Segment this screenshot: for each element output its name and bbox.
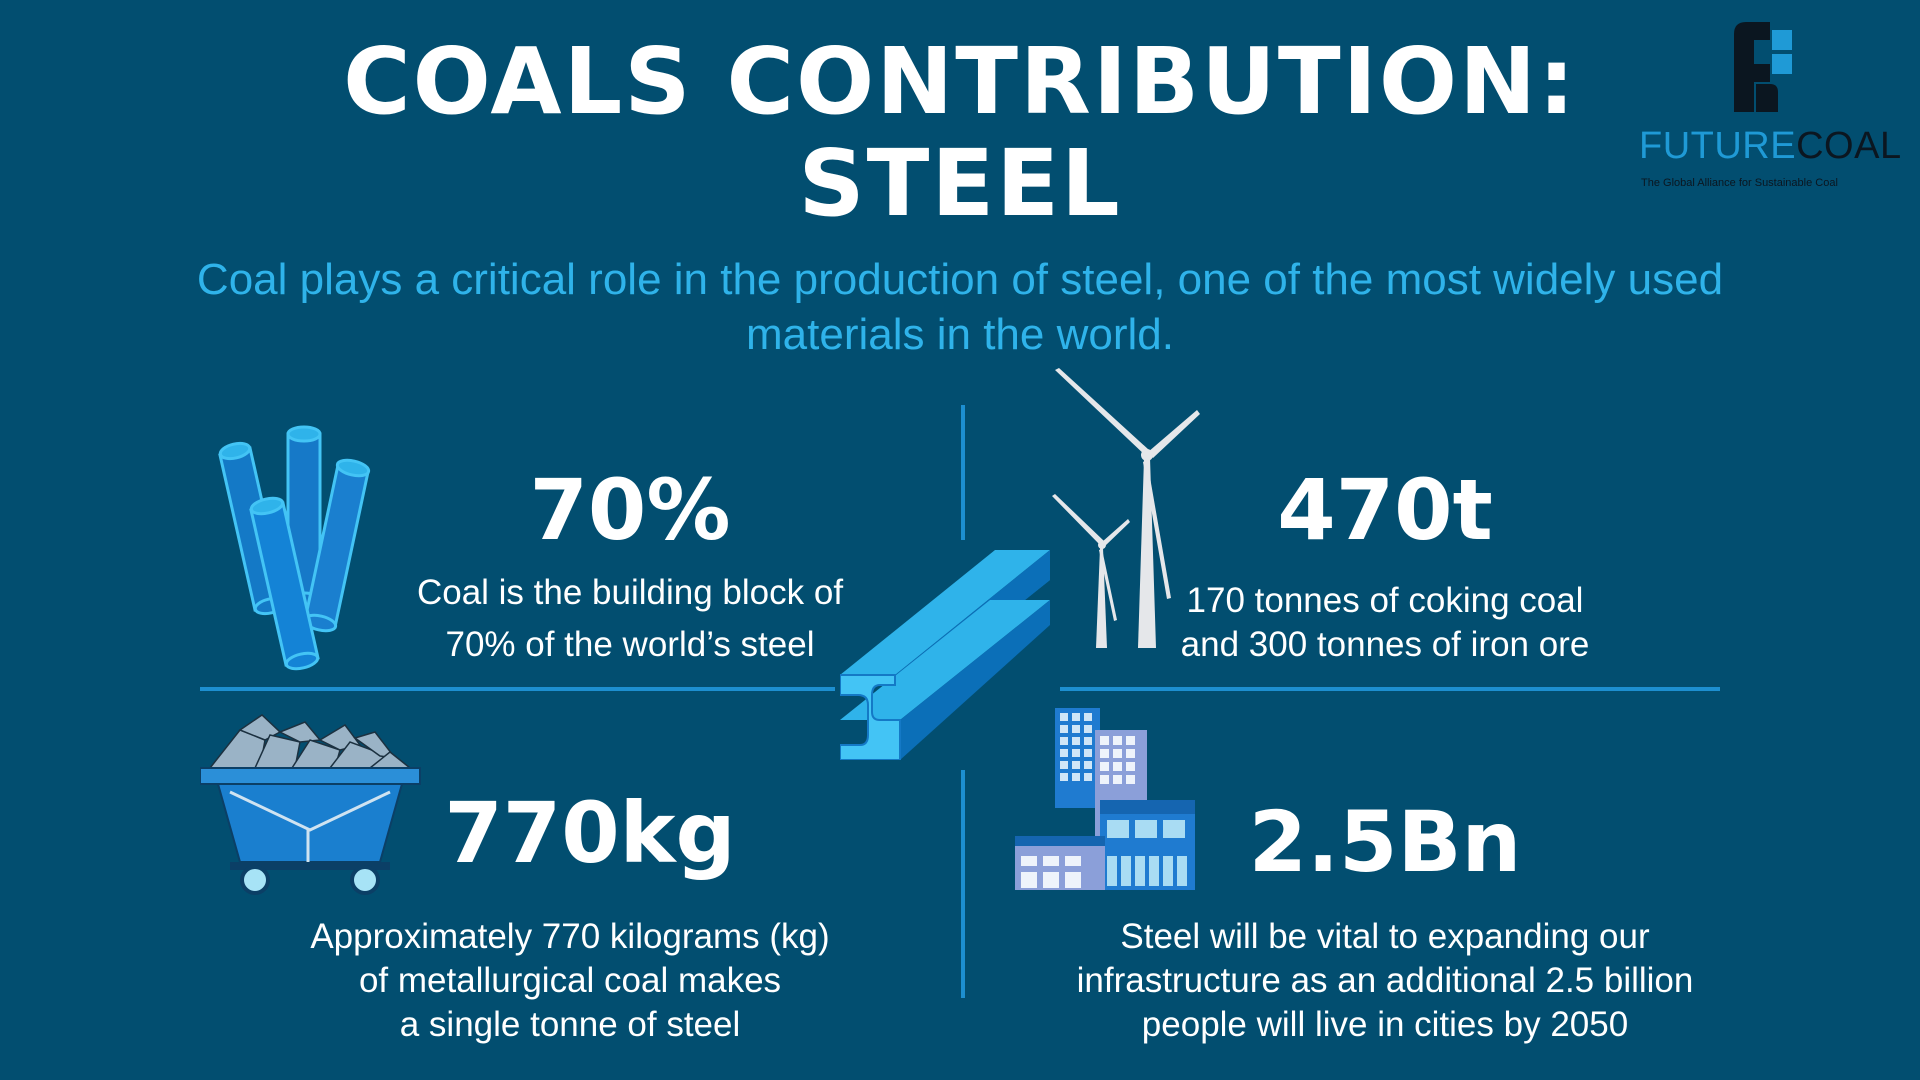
divider-vertical-bottom [961,770,965,998]
logo-future-text: FUTURE [1639,125,1797,167]
futurecoal-logo-mark-icon [1734,22,1792,112]
steel-i-beam-icon [840,550,1050,760]
stat-value-770kg: 770kg [444,784,736,882]
divider-horizontal-right [1060,687,1720,691]
subtitle-line-2: materials in the world. [746,310,1174,359]
stat-desc-line: infrastructure as an additional 2.5 bill… [1076,961,1694,1000]
stat-desc-line: of metallurgical coal makes [358,961,782,1000]
subtitle-line-1: Coal plays a critical role in the produc… [196,255,1724,304]
divider-vertical-top [961,405,965,540]
stat-value-70-percent: 70% [529,461,731,559]
steel-pipes-icon [218,425,371,671]
stat-desc-line: Coal is the building block of [416,573,844,612]
futurecoal-logo: FUTURECOAL The Global Alliance for Susta… [1636,22,1901,197]
stat-desc-line: Steel will be vital to expanding our [1120,917,1650,956]
title-line-2: STEEL [798,130,1122,237]
stat-desc-line: 70% of the world’s steel [445,625,815,664]
city-buildings-icon [1015,708,1195,890]
stat-value-470t: 470t [1277,461,1493,559]
logo-tagline: The Global Alliance for Sustainable Coal [1641,177,1838,189]
wind-turbine-icon [1052,368,1200,648]
stat-value-2-5bn: 2.5Bn [1248,793,1522,891]
divider-horizontal-left [200,687,835,691]
stat-desc-line: people will live in cities by 2050 [1141,1005,1629,1044]
stat-desc-line: a single tonne of steel [399,1005,741,1044]
stat-desc-line: and 300 tonnes of iron ore [1180,625,1590,664]
stat-desc-line: Approximately 770 kilograms (kg) [310,917,830,956]
stat-desc-line: 170 tonnes of coking coal [1186,581,1584,620]
futurecoal-wordmark: FUTURECOAL [1639,125,1902,167]
title-line-1: COALS CONTRIBUTION: [343,28,1577,135]
coal-cart-icon [200,714,421,895]
logo-coal-text: COAL [1796,125,1902,167]
